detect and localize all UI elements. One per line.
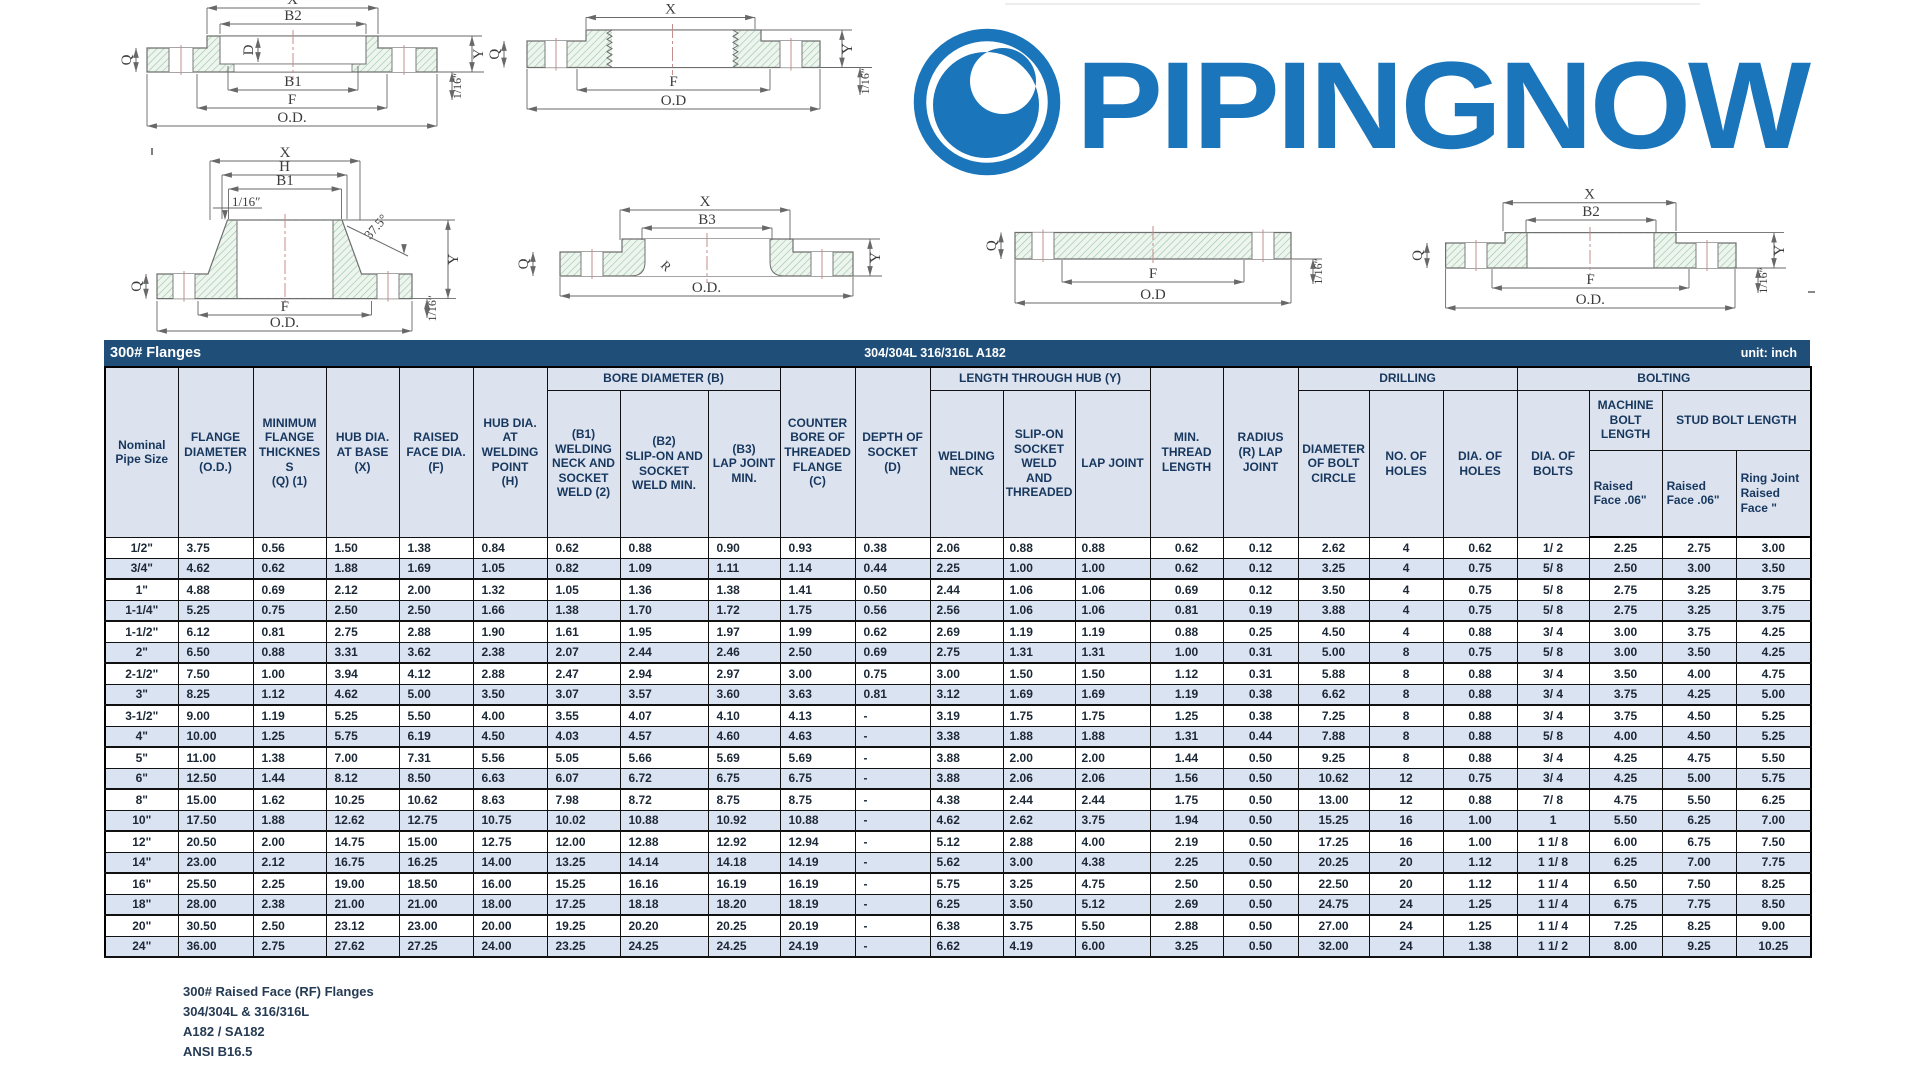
svg-text:X: X xyxy=(665,2,676,18)
svg-text:F: F xyxy=(669,74,677,90)
svg-text:F: F xyxy=(1586,272,1594,288)
svg-text:O.D.: O.D. xyxy=(1576,292,1605,308)
svg-text:B2: B2 xyxy=(284,8,302,24)
svg-text:X: X xyxy=(700,194,711,210)
svg-text:Q: Q xyxy=(487,49,503,60)
svg-text:1/16″: 1/16″ xyxy=(1311,258,1325,284)
svg-text:1/16″: 1/16″ xyxy=(232,194,261,209)
svg-text:Y: Y xyxy=(446,254,462,265)
svg-text:D: D xyxy=(241,44,257,55)
svg-text:X: X xyxy=(287,0,298,8)
svg-text:B1: B1 xyxy=(284,74,302,90)
svg-text:Y: Y xyxy=(471,48,487,59)
svg-text:Q: Q xyxy=(129,281,145,292)
svg-text:Y: Y xyxy=(840,43,856,54)
svg-text:Q: Q xyxy=(516,258,532,269)
svg-text:1/16″: 1/16″ xyxy=(858,68,872,94)
svg-text:37.5°: 37.5° xyxy=(361,211,391,242)
svg-text:X: X xyxy=(280,145,291,161)
svg-text:B3: B3 xyxy=(698,212,716,228)
svg-text:1/16″: 1/16″ xyxy=(450,73,464,99)
svg-text:1/16″: 1/16″ xyxy=(425,295,439,321)
svg-text:1/16″: 1/16″ xyxy=(1756,267,1770,293)
svg-text:Y: Y xyxy=(1772,245,1788,256)
svg-text:X: X xyxy=(1584,187,1595,203)
svg-text:O.D.: O.D. xyxy=(692,280,721,296)
svg-text:O.D.: O.D. xyxy=(270,315,299,331)
svg-text:Q: Q xyxy=(984,240,1000,251)
svg-text:B2: B2 xyxy=(1582,204,1600,220)
svg-text:F: F xyxy=(281,299,289,315)
svg-text:F: F xyxy=(288,92,296,108)
svg-text:F: F xyxy=(1149,266,1157,282)
svg-text:O.D: O.D xyxy=(661,93,687,109)
svg-text:Q: Q xyxy=(119,54,135,65)
svg-text:H: H xyxy=(279,159,290,175)
svg-text:O.D.: O.D. xyxy=(277,110,306,126)
svg-text:B1: B1 xyxy=(276,173,294,189)
svg-text:O.D: O.D xyxy=(1140,287,1166,303)
svg-text:Q: Q xyxy=(1410,250,1426,261)
svg-text:Y: Y xyxy=(868,252,884,263)
